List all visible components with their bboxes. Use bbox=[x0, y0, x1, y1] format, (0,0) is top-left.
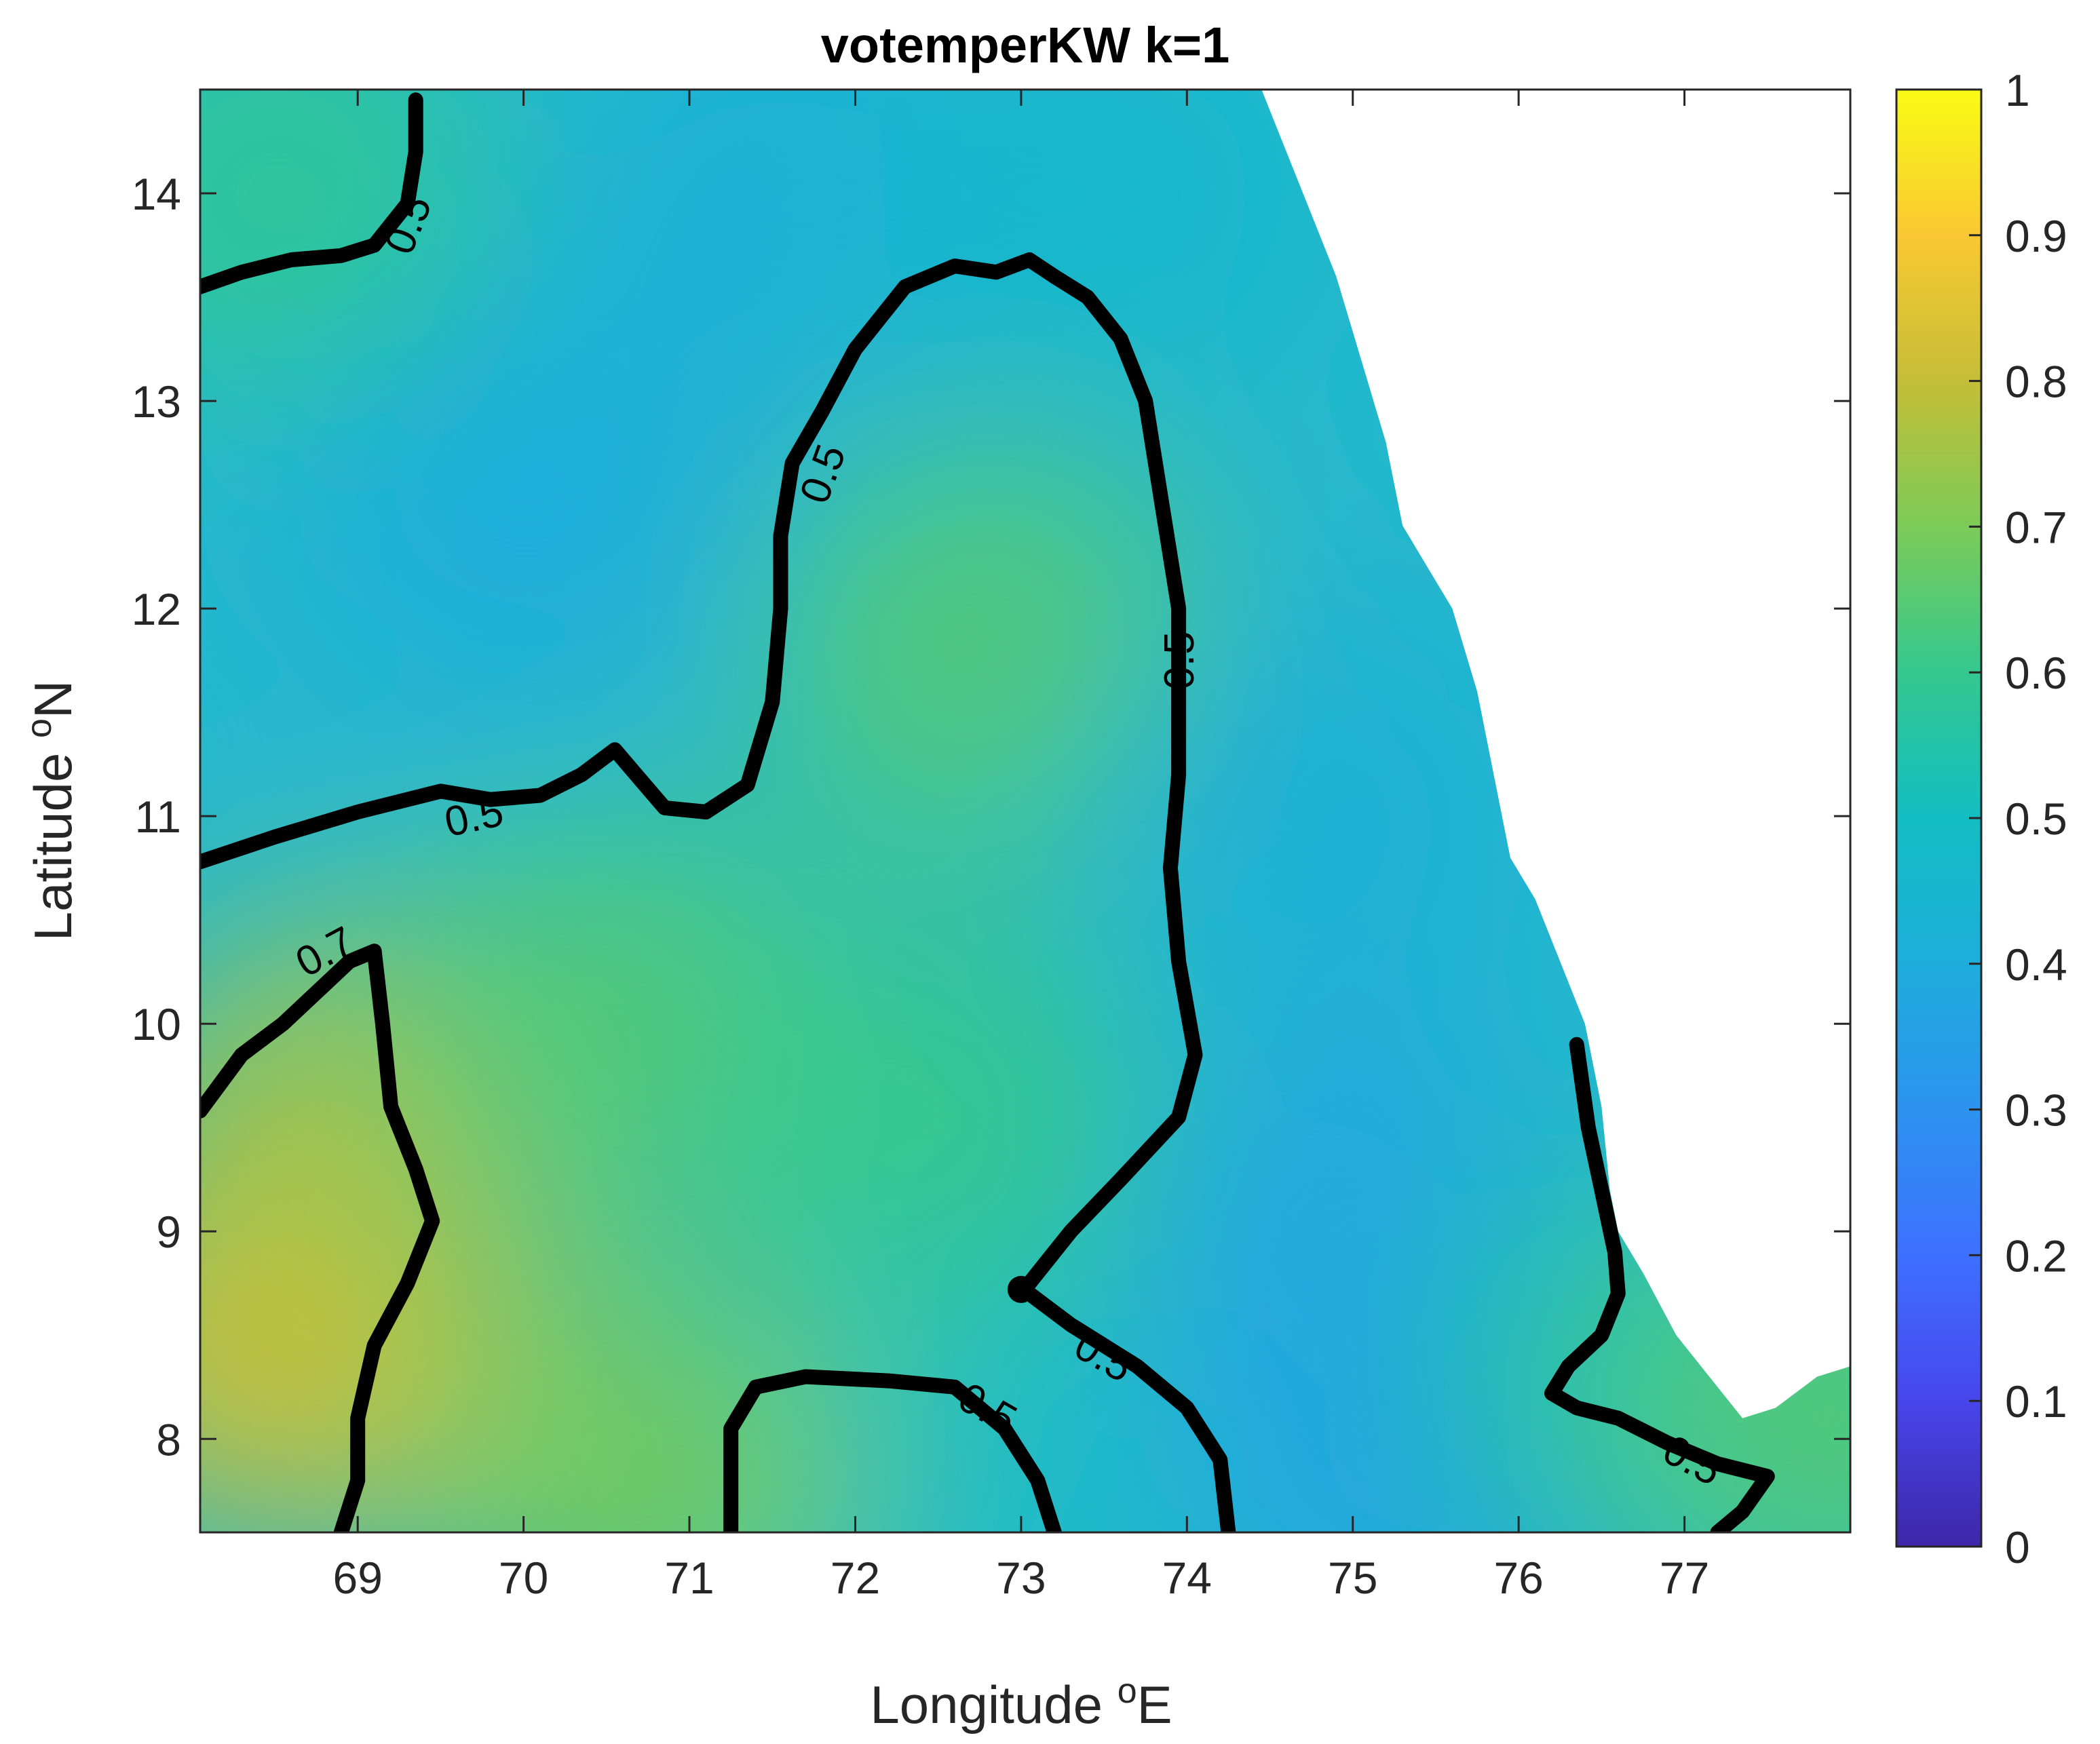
colorbar-tick-label: 0.7 bbox=[2005, 502, 2067, 552]
y-axis-label: Latitude oN bbox=[20, 680, 83, 942]
field-blob-3 bbox=[764, 446, 1213, 854]
y-tick-label: 13 bbox=[132, 376, 181, 427]
x-tick-label: 69 bbox=[332, 1553, 382, 1603]
bottom-mask-edge bbox=[200, 1532, 1850, 1553]
x-tick-label: 70 bbox=[499, 1553, 548, 1603]
y-tick-label: 9 bbox=[156, 1207, 181, 1257]
colorbar-tick-label: 0.5 bbox=[2005, 794, 2067, 844]
x-tick-label: 74 bbox=[1162, 1553, 1212, 1603]
axes-box bbox=[199, 88, 1852, 1534]
y-tick-label: 11 bbox=[134, 792, 181, 842]
colorbar-tick-label: 0.6 bbox=[2005, 648, 2067, 698]
chart-title: votemperKW k=1 bbox=[821, 17, 1229, 73]
contour-line-0.5-4 bbox=[1544, 1036, 1775, 1532]
plot-area: 0.50.50.50.50.50.50.50.7 bbox=[200, 90, 1850, 1553]
field-blob-5 bbox=[299, 301, 748, 709]
colorbar-tick-label: 0 bbox=[2005, 1522, 2030, 1572]
colorbar-tick-label: 0.9 bbox=[2005, 211, 2067, 261]
y-tick-label: 14 bbox=[132, 169, 181, 219]
colorbar: 0 0.1 0.2 0.3 0.4 0.5 0.6 0.7 0.8 0.9 1 bbox=[1895, 65, 2067, 1572]
contour-label-text: 0.5 bbox=[1156, 631, 1203, 689]
contour-line-0.5-2 bbox=[723, 1369, 1062, 1532]
y-tick-label: 10 bbox=[132, 999, 181, 1049]
colorbar-ticks: 0 0.1 0.2 0.3 0.4 0.5 0.6 0.7 0.8 0.9 1 bbox=[1969, 65, 2067, 1572]
contour-line-0.5-1 bbox=[200, 252, 1203, 1291]
contour-node bbox=[1007, 1275, 1035, 1303]
x-tick-label: 76 bbox=[1493, 1553, 1543, 1603]
field-blob-15 bbox=[415, 1277, 864, 1532]
contour-lines bbox=[200, 92, 1850, 1553]
y-tick-label: 12 bbox=[132, 584, 181, 634]
field-blob-4 bbox=[714, 924, 1162, 1332]
field-blob-8 bbox=[880, 90, 1329, 397]
colorbar-tick-label: 0.8 bbox=[2005, 357, 2067, 407]
x-tick-label: 72 bbox=[831, 1553, 880, 1603]
field-shading bbox=[200, 90, 1850, 1532]
colorbar-tick-label: 0.4 bbox=[2005, 939, 2067, 990]
x-axis-label: Longitude oE bbox=[870, 1671, 1172, 1735]
x-tick-label: 71 bbox=[664, 1553, 714, 1603]
land-mask bbox=[1261, 90, 1850, 1418]
colorbar-tick-label: 1 bbox=[2005, 65, 2030, 115]
field-blob-7 bbox=[200, 90, 499, 397]
colorbar-tick-label: 0.2 bbox=[2005, 1231, 2067, 1281]
contour-line-0.7-5 bbox=[200, 944, 440, 1532]
colorbar-tick-label: 0.1 bbox=[2005, 1376, 2067, 1427]
x-tick-label: 73 bbox=[996, 1553, 1046, 1603]
contour-line-0.5-3 bbox=[1022, 1286, 1236, 1532]
field-blob-9 bbox=[1095, 613, 1544, 1020]
contour-label-3: 0.5 bbox=[1156, 631, 1203, 689]
x-axis-ticks: 69 70 71 72 73 74 75 76 77 bbox=[332, 90, 1709, 1603]
contour-line-0.5-0 bbox=[200, 92, 423, 294]
y-axis-ticks: 8 9 10 11 12 13 14 bbox=[132, 169, 1850, 1465]
x-tick-label: 75 bbox=[1328, 1553, 1377, 1603]
x-tick-label: 77 bbox=[1660, 1553, 1709, 1603]
y-tick-label: 8 bbox=[156, 1414, 181, 1465]
colorbar-tick-label: 0.3 bbox=[2005, 1085, 2067, 1136]
colorbar-gradient bbox=[1895, 88, 1983, 1548]
